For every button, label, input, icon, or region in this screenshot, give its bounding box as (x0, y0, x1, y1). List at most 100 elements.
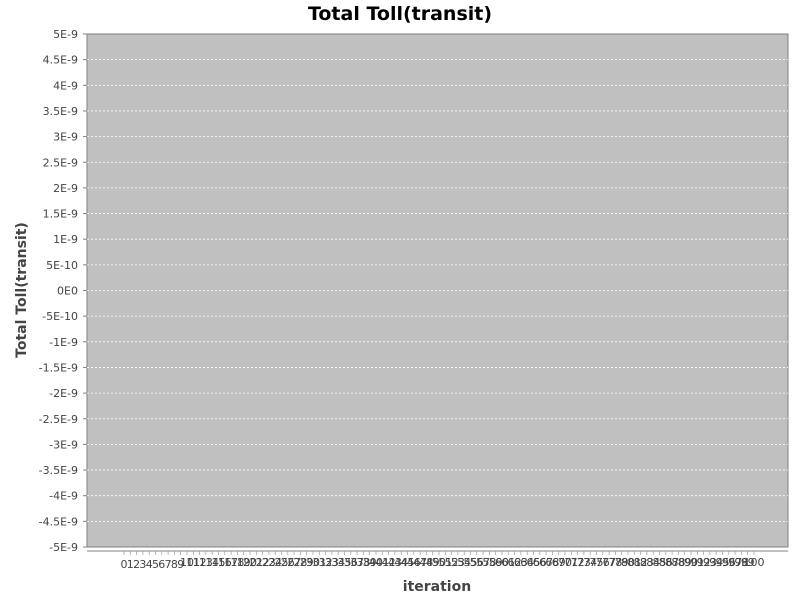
x-tick-label: 49 (426, 556, 440, 569)
y-tick-label: -1E-9 (49, 336, 78, 349)
x-tick-label: 69 (552, 556, 566, 569)
y-tick-label: -2.5E-9 (39, 413, 78, 426)
x-tick-label: 46 (407, 556, 421, 569)
x-tick-label: 86 (659, 556, 673, 569)
x-tick-label: 77 (602, 556, 616, 569)
x-tick-label: 10 (180, 556, 194, 569)
y-tick-label: 3.5E-9 (43, 105, 78, 118)
x-tick-label: 33 (325, 556, 339, 569)
y-tick-label: 2.5E-9 (43, 156, 78, 169)
y-tick-label: 2E-9 (53, 182, 78, 195)
x-tick-label: 26 (281, 556, 295, 569)
x-tick-label: 80 (621, 556, 635, 569)
x-tick-label: 29 (300, 556, 314, 569)
y-tick-label: -3E-9 (49, 438, 78, 451)
x-tick-label: 8 (171, 558, 178, 571)
chart-title: Total Toll(transit) (308, 3, 492, 25)
y-tick-label: -2E-9 (49, 387, 78, 400)
x-tick-label: 23 (262, 556, 276, 569)
x-tick-label: 28 (293, 556, 307, 569)
x-axis: 0 1 2 3 4 5 6 7 8 9101112131415161718192021222324… (121, 551, 765, 571)
x-tick-label: 62 (508, 556, 522, 569)
x-tick-label: 16 (218, 556, 232, 569)
y-tick-label: -4E-9 (49, 490, 78, 503)
y-tick-label: 1.5E-9 (43, 208, 78, 221)
x-tick-label: 27 (287, 556, 301, 569)
x-tick-label: 88 (671, 556, 685, 569)
x-tick-label: 48 (419, 556, 433, 569)
x-tick-label: 25 (275, 556, 289, 569)
x-tick-label: 21 (249, 556, 263, 569)
x-tick-label: 50 (432, 556, 446, 569)
y-tick-label: -3.5E-9 (39, 464, 78, 477)
x-tick-label: 71 (564, 556, 578, 569)
x-tick-label: 68 (545, 556, 559, 569)
y-tick-label: -1.5E-9 (39, 361, 78, 374)
y-axis-label: Total Toll(transit) (14, 222, 30, 358)
x-tick-label: 32 (319, 556, 333, 569)
x-tick-label: 35 (338, 556, 352, 569)
x-tick-label: 81 (627, 556, 641, 569)
x-tick-label: 12 (193, 556, 207, 569)
x-tick-label: 93 (703, 556, 717, 569)
x-tick-label: 40 (369, 556, 383, 569)
x-tick-label: 51 (438, 556, 452, 569)
x-tick-label: 14 (205, 556, 219, 569)
x-tick-label: 65 (527, 556, 541, 569)
x-tick-label: 47 (413, 556, 427, 569)
y-tick-label: -4.5E-9 (39, 515, 78, 528)
x-tick-label: 67 (539, 556, 553, 569)
x-tick-label: 20 (243, 556, 257, 569)
y-tick-label: 1E-9 (53, 233, 78, 246)
x-tick-label: 3 (139, 558, 146, 571)
x-tick-label: 22 (256, 556, 270, 569)
y-tick-label: 0E0 (57, 285, 78, 298)
x-tick-label: 30 (306, 556, 320, 569)
x-tick-label: 39 (363, 556, 377, 569)
x-tick-label: 98 (734, 556, 748, 569)
x-tick-label: 5 (152, 558, 159, 571)
x-tick-label: 99 (741, 556, 755, 569)
x-tick-label: 6 (158, 558, 165, 571)
y-tick-label: 4E-9 (53, 79, 78, 92)
x-tick-label: 13 (199, 556, 213, 569)
x-tick-label: 45 (401, 556, 415, 569)
x-tick-label: 58 (482, 556, 496, 569)
x-tick-label: 18 (230, 556, 244, 569)
x-tick-label: 91 (690, 556, 704, 569)
x-tick-label: 1 (127, 558, 134, 571)
y-tick-label: -5E-9 (49, 541, 78, 554)
x-tick-label: 17 (224, 556, 238, 569)
x-tick-label: 84 (646, 556, 660, 569)
x-tick-label: 70 (558, 556, 572, 569)
x-tick-label: 53 (451, 556, 465, 569)
y-tick-label: 5E-9 (53, 28, 78, 41)
gridlines (87, 59, 788, 522)
x-tick-label: 31 (312, 556, 326, 569)
x-tick-label: 100 (744, 556, 765, 569)
x-tick-label: 60 (495, 556, 509, 569)
x-tick-label: 75 (590, 556, 604, 569)
x-tick-label: 54 (457, 556, 471, 569)
x-tick-label: 7 (165, 558, 172, 571)
x-tick-label: 52 (445, 556, 459, 569)
x-axis-label: iteration (403, 579, 471, 595)
x-tick-label: 0 (121, 558, 128, 571)
x-tick-label: 92 (697, 556, 711, 569)
x-tick-label: 34 (331, 556, 345, 569)
x-tick-label: 43 (388, 556, 402, 569)
x-tick-label: 94 (709, 556, 723, 569)
x-tick-label: 72 (571, 556, 585, 569)
x-tick-label: 41 (375, 556, 389, 569)
y-tick-label: 3E-9 (53, 131, 78, 144)
x-tick-label: 9 (177, 558, 184, 571)
x-tick-label: 76 (596, 556, 610, 569)
x-tick-label: 61 (501, 556, 515, 569)
x-tick-label: 63 (514, 556, 528, 569)
x-tick-label: 96 (722, 556, 736, 569)
x-tick-label: 36 (344, 556, 358, 569)
x-tick-label: 79 (615, 556, 629, 569)
x-tick-label: 38 (356, 556, 370, 569)
x-tick-label: 59 (489, 556, 503, 569)
